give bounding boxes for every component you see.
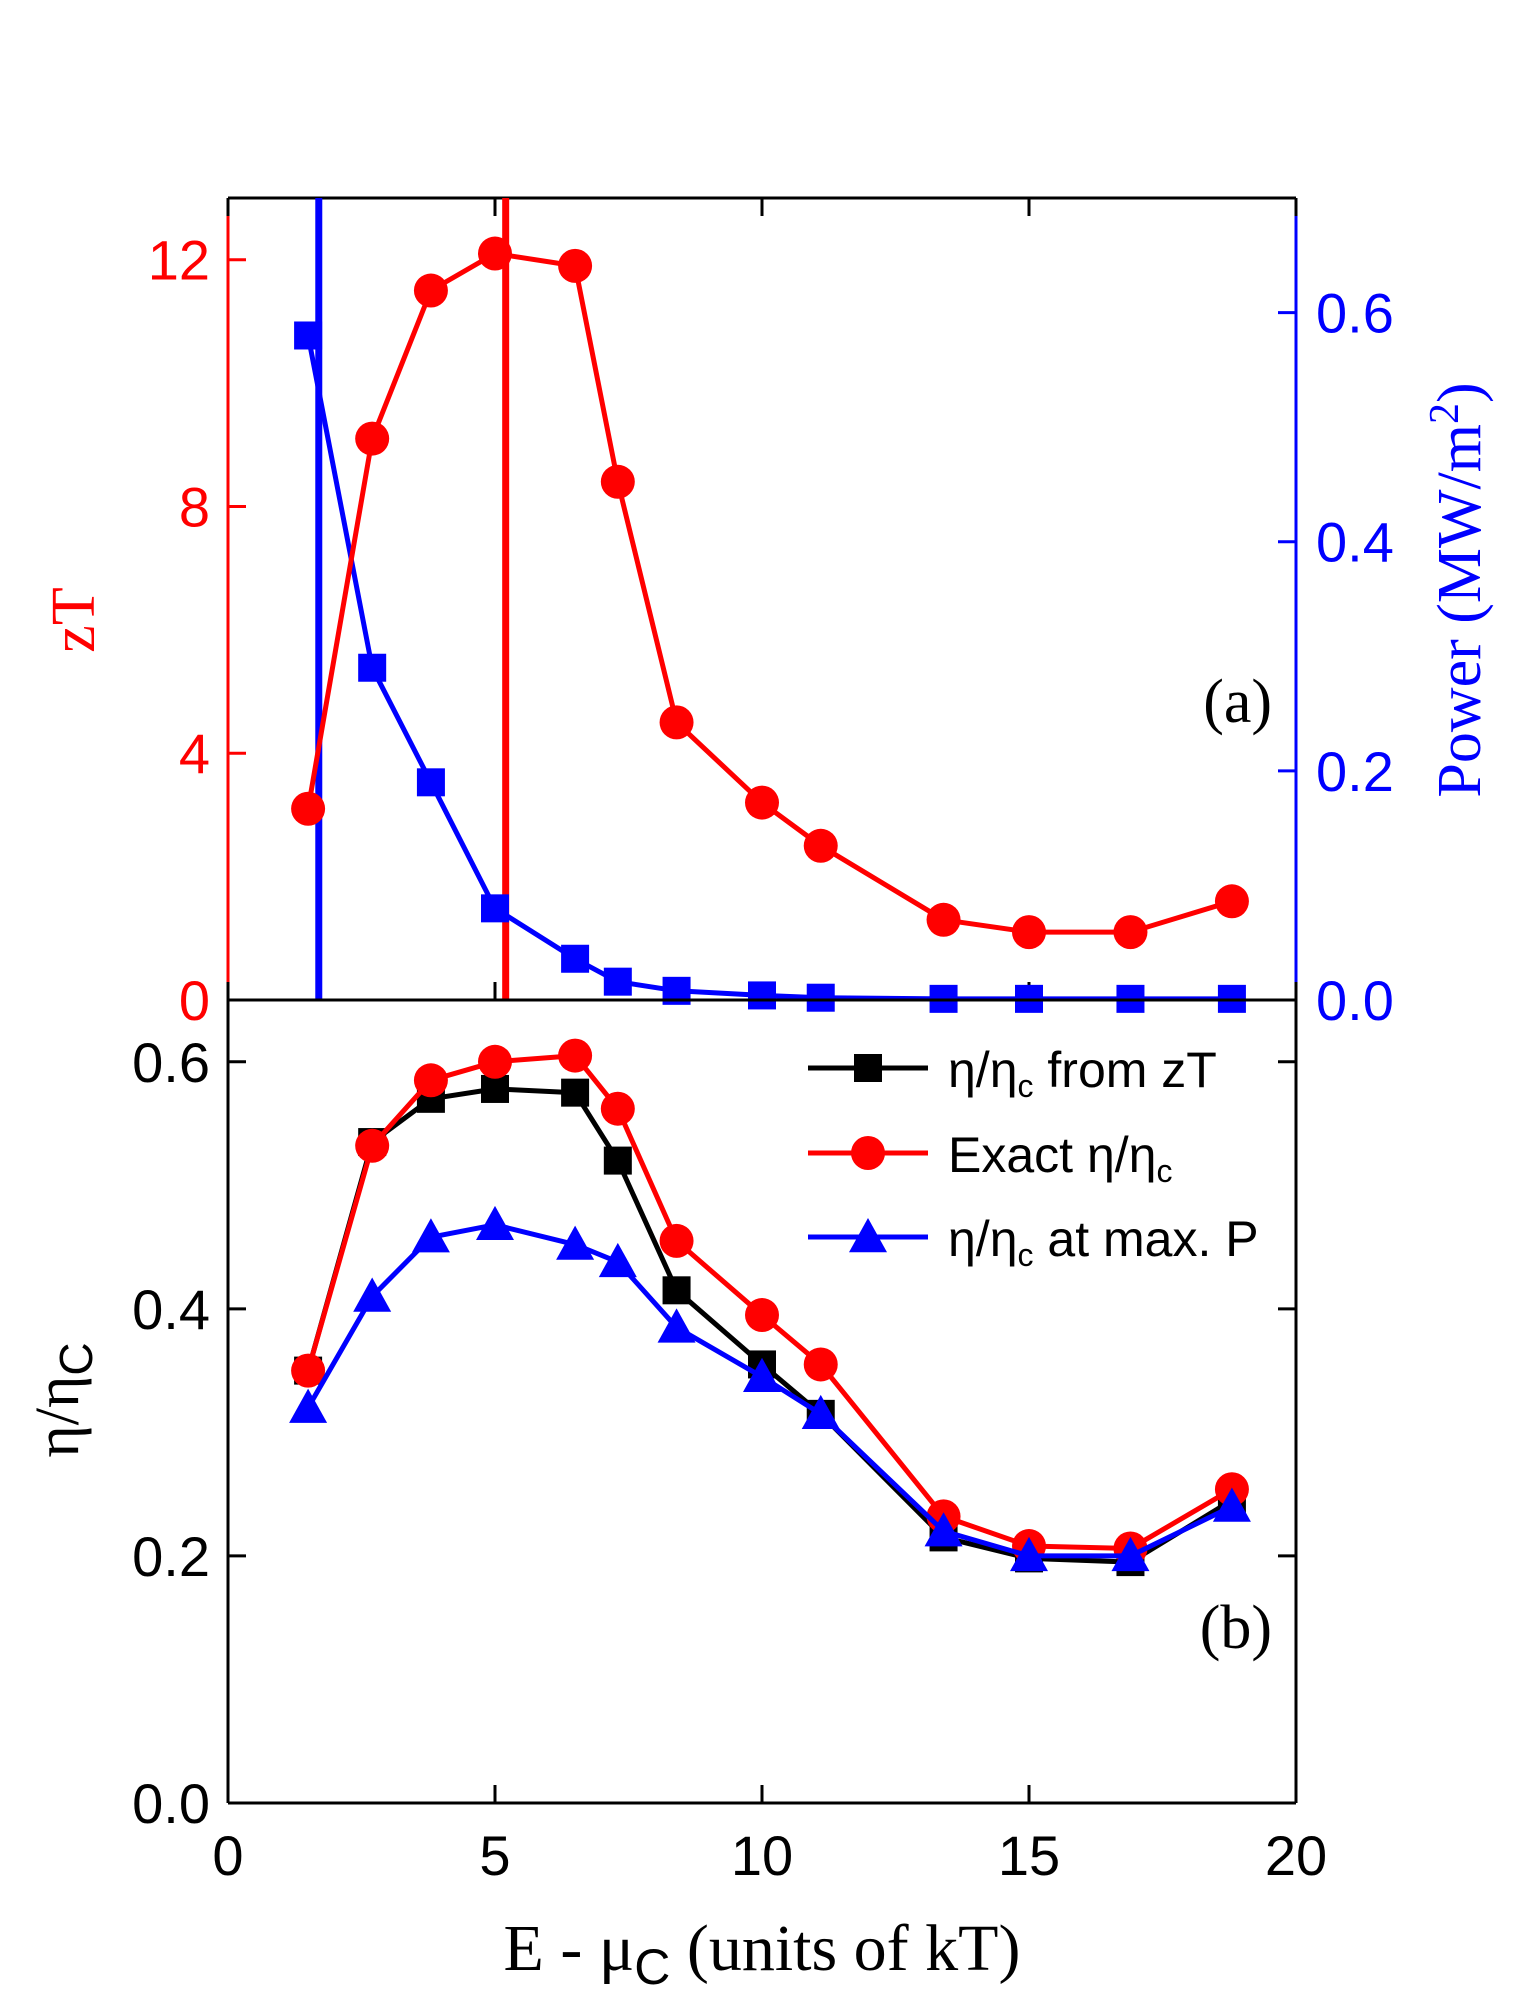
- panel-a-label: (a): [1203, 668, 1272, 736]
- eta-max-power-series-point: [411, 1218, 450, 1253]
- x-axis-label: E - μC (units of kT): [504, 1912, 1021, 1995]
- eta-exact-series-point: [413, 1063, 448, 1098]
- eta-max-power-series-point: [743, 1357, 781, 1392]
- legend-eta-from-zt-marker: [854, 1054, 882, 1082]
- eta-max-power-series-point: [598, 1242, 637, 1278]
- zt-series-point: [478, 236, 512, 271]
- legend-eta-exact-label-sub: c: [1156, 1153, 1172, 1189]
- eta-max-power-series-point: [1212, 1487, 1251, 1522]
- zt-series-point: [1113, 915, 1148, 950]
- eta-from-zt-series-point: [662, 1276, 691, 1305]
- power-series-point: [481, 894, 509, 923]
- eta-exact-series-point: [478, 1044, 512, 1079]
- panel-b: 0.00.20.40.6 0 5 10 15 20 η/ηc from zTExact …: [24, 998, 1327, 1995]
- eta-tick-label: 0.2: [132, 1525, 210, 1588]
- legend-eta-max-power-label-sub: c: [1018, 1237, 1034, 1273]
- zt-series-point: [413, 273, 448, 308]
- eta-max-power-series-point: [801, 1394, 840, 1430]
- eta-max-power-series-point: [924, 1512, 963, 1547]
- zt-series-point: [355, 421, 390, 456]
- legend-eta-max-power-label-end: at max. P: [1034, 1211, 1259, 1267]
- eta-from-zt-series-point: [603, 1146, 632, 1175]
- panel-b-x-ticks: 0 5 10 15 20: [212, 1785, 1327, 1887]
- zt-series-point: [558, 248, 593, 283]
- eta-exact-series-point: [291, 1353, 326, 1388]
- eta-tick-label: 0.6: [132, 1031, 210, 1094]
- x-tick-label: 15: [998, 1824, 1060, 1887]
- legend-eta-exact-label-main: Exact η/η: [948, 1127, 1156, 1183]
- zt-series-point: [600, 464, 635, 499]
- zt-series-point: [291, 791, 326, 826]
- power-series-point: [806, 983, 835, 1012]
- eta-exact-series-point: [558, 1038, 593, 1073]
- legend-eta-max-power-label-main: η/η: [948, 1211, 1018, 1267]
- power-axis-label: Power (MW/m2): [1422, 382, 1494, 797]
- power-tick-label: 0.0: [1316, 969, 1394, 1032]
- legend-eta-exact-label: Exact η/ηc: [948, 1127, 1172, 1189]
- legend-eta-from-zt-label-end: from zT: [1034, 1042, 1217, 1098]
- legend-eta-from-zt-label: η/ηc from zT: [948, 1042, 1217, 1104]
- zt-series-point: [659, 705, 694, 740]
- panel-a-series: [291, 236, 1249, 1013]
- eta-tick-label: 0.4: [132, 1278, 210, 1341]
- panel-b-series: [289, 1038, 1251, 1577]
- x-tick-label: 10: [731, 1824, 793, 1887]
- panel-b-right-ticks: [1278, 1060, 1296, 1805]
- power-tick-label: 0.2: [1316, 740, 1394, 803]
- zt-tick-label: 0: [179, 969, 210, 1032]
- power-series-point: [748, 981, 776, 1010]
- eta-max-power-series-point: [476, 1205, 514, 1241]
- eta-max-power-series-point: [353, 1277, 392, 1312]
- legend-eta-exact-marker: [851, 1136, 885, 1170]
- eta-axis-label: η/ηC: [24, 1342, 102, 1457]
- eta-tick-label: 0.0: [132, 1772, 210, 1835]
- legend-eta-from-zt-label-sub: c: [1018, 1068, 1034, 1104]
- zt-series-line: [305, 251, 1233, 935]
- legend-eta-max-power-label: η/ηc at max. P: [948, 1211, 1259, 1273]
- x-tick-label: 20: [1265, 1824, 1327, 1887]
- panel-b-label: (b): [1200, 1594, 1272, 1662]
- power-tick-label: 0.4: [1316, 511, 1394, 574]
- legend-eta-max-power-marker: [849, 1218, 887, 1253]
- eta-exact-series-point: [600, 1091, 635, 1126]
- zt-tick-label: 4: [179, 722, 210, 785]
- zt-series-point: [1214, 884, 1249, 919]
- eta-max-power-series-point: [1010, 1536, 1048, 1572]
- power-tick-label: 0.6: [1316, 282, 1394, 345]
- zt-tick-label: 8: [179, 475, 210, 538]
- panel-a-left-ticks: 0 4 8 12: [148, 229, 246, 1032]
- eta-exact-series-point: [803, 1347, 838, 1382]
- power-series-point: [561, 944, 590, 973]
- panel-a-right-ticks: 0.0 0.2 0.4 0.6: [1278, 282, 1394, 1032]
- power-series-point: [358, 653, 387, 682]
- zt-axis-label: zT: [40, 587, 108, 652]
- x-tick-label: 0: [212, 1824, 243, 1887]
- eta-max-power-series-point: [1111, 1536, 1150, 1572]
- legend-eta-from-zt-label-main: η/η: [948, 1042, 1018, 1098]
- panel-b-left-ticks: 0.0 0.2 0.4 0.6: [132, 1031, 246, 1835]
- eta-exact-series-point: [745, 1298, 779, 1333]
- panel-a-top-ticks: [226, 198, 1298, 1000]
- eta-exact-series-point: [659, 1223, 694, 1258]
- panel-a: 0 4 8 12 0.0 0.2 0.4 0.6 zT Power (MW/m2) (a): [40, 196, 1494, 1032]
- power-series-line: [305, 335, 1232, 1002]
- zt-series-point: [803, 828, 838, 863]
- zt-series-point: [1012, 915, 1046, 950]
- power-series-point: [416, 768, 445, 797]
- zt-tick-label: 12: [148, 229, 210, 292]
- eta-max-power-series-point: [657, 1308, 696, 1343]
- power-series-point: [603, 967, 632, 996]
- eta-from-zt-series-point: [481, 1074, 509, 1103]
- eta-max-power-series-point: [289, 1388, 328, 1423]
- eta-exact-series-point: [355, 1128, 390, 1163]
- zt-series-point: [926, 902, 961, 937]
- power-series-point: [294, 321, 323, 350]
- eta-from-zt-series-point: [561, 1078, 590, 1107]
- x-tick-label: 5: [479, 1824, 510, 1887]
- zt-series-point: [745, 785, 779, 820]
- eta-max-power-series-point: [556, 1225, 595, 1260]
